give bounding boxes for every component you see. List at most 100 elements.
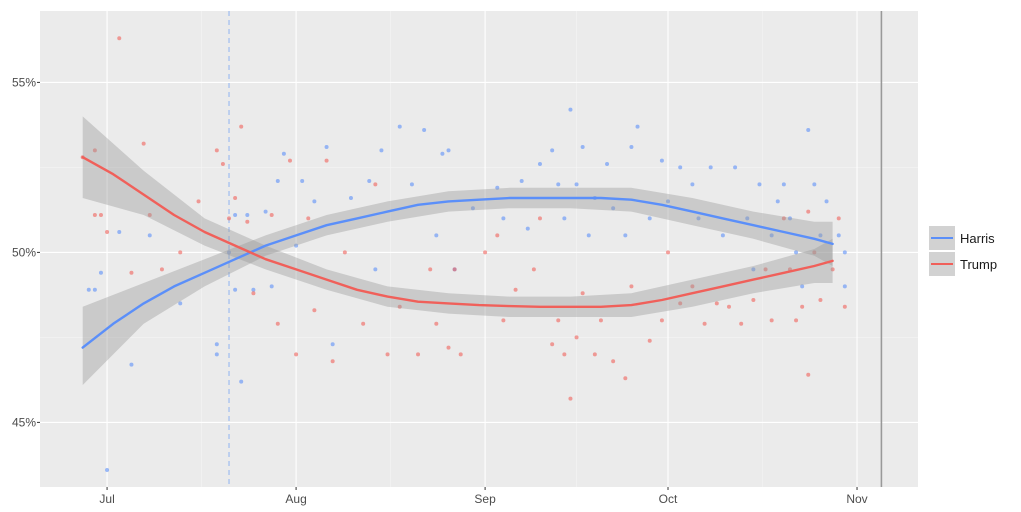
harris-poll-point <box>117 230 122 234</box>
trump-poll-point <box>312 308 317 313</box>
trump-poll-point <box>342 250 347 255</box>
grid-major <box>40 11 918 487</box>
harris-poll-point <box>92 287 97 292</box>
harris-poll-point <box>812 182 817 187</box>
harris-poll-point <box>446 148 451 153</box>
harris-poll-point <box>818 233 823 238</box>
trump-poll-point <box>214 148 219 153</box>
harris-poll-point <box>379 148 384 153</box>
harris-poll-point <box>525 226 530 231</box>
trump-poll-point <box>227 216 232 221</box>
harris-poll-point <box>635 124 640 129</box>
harris-poll-point <box>623 233 628 238</box>
trump-poll-point <box>483 250 488 255</box>
trump-poll-point <box>794 318 799 323</box>
harris-poll-point <box>324 145 329 149</box>
harris-poll-point <box>562 216 567 221</box>
harris-poll-point <box>214 342 219 347</box>
harris-poll-point <box>239 379 244 384</box>
harris-poll-point <box>147 233 152 238</box>
harris-poll-point <box>470 206 475 211</box>
legend-label-trump: Trump <box>960 257 997 272</box>
trump-poll-point <box>806 209 811 214</box>
harris-poll-point <box>842 250 847 255</box>
harris-poll-point <box>281 151 286 156</box>
trump-poll-point <box>458 352 463 357</box>
harris-poll-point <box>696 216 701 221</box>
trump-poll-point <box>251 291 256 296</box>
harris-poll-point <box>775 199 780 204</box>
trump-poll-point <box>842 304 847 309</box>
harris-poll-point <box>227 250 232 255</box>
trump-poll-point <box>836 216 841 221</box>
trump-poll-point <box>178 250 183 255</box>
trump-poll-point <box>781 216 786 221</box>
harris-poll-point <box>440 151 445 156</box>
trump-poll-point <box>800 304 805 309</box>
trump-poll-point <box>385 352 390 357</box>
trump-poll-point <box>678 301 683 306</box>
trump-poll-point <box>105 230 110 234</box>
harris-confidence-band <box>82 187 833 385</box>
trump-poll-point <box>239 124 244 129</box>
trump-poll-point <box>397 304 402 309</box>
harris-poll-point <box>806 128 811 132</box>
harris-poll-point <box>495 185 500 190</box>
trump-poll-point <box>812 250 817 255</box>
harris-poll-point <box>574 182 579 187</box>
trump-poll-point <box>117 36 122 41</box>
harris-poll-point <box>233 287 238 292</box>
trump-poll-point <box>739 321 744 326</box>
harris-trend-line <box>81 196 834 349</box>
harris-poll-point <box>781 182 786 187</box>
trump-poll-point <box>196 199 201 204</box>
harris-poll-point <box>330 342 335 347</box>
x-tick-label: Nov <box>846 492 867 506</box>
trump-poll-point <box>702 321 707 326</box>
trump-poll-point <box>245 219 250 224</box>
harris-poll-point <box>757 182 762 187</box>
trump-poll-point <box>726 304 731 309</box>
trump-poll-point <box>598 318 603 323</box>
y-tick-label: 55% <box>12 75 36 89</box>
trump-poll-point <box>562 352 567 357</box>
harris-poll-point <box>629 145 634 149</box>
harris-poll-point <box>294 243 299 248</box>
trump-poll-point <box>592 352 597 357</box>
trump-poll-point <box>531 267 536 272</box>
x-tick-label: Aug <box>285 492 306 506</box>
trump-poll-point <box>159 267 164 272</box>
legend: Harris Trump <box>929 226 997 276</box>
trump-poll-point <box>428 267 433 272</box>
harris-poll-point <box>751 267 756 272</box>
trump-poll-point <box>92 148 97 153</box>
trump-poll-point <box>220 162 225 166</box>
trump-poll-point <box>830 267 835 272</box>
harris-poll-point <box>434 233 439 238</box>
harris-poll-point <box>666 199 671 204</box>
trump-poll-point <box>373 182 378 187</box>
harris-poll-point <box>245 213 250 217</box>
harris-poll-point <box>86 287 91 292</box>
trump-poll-point <box>129 270 134 275</box>
trump-poll-point <box>763 267 768 272</box>
trump-poll-point <box>275 321 280 326</box>
trump-poll-point <box>647 338 652 343</box>
harris-poll-point <box>98 270 103 275</box>
y-axis: 45% 50% 55% <box>12 75 40 429</box>
points-layer <box>80 36 847 472</box>
trump-poll-point <box>629 284 634 289</box>
x-tick-label: Jul <box>99 492 114 506</box>
harris-poll-point <box>745 216 750 221</box>
trump-poll-point <box>556 318 561 323</box>
trump-poll-point <box>537 216 542 221</box>
harris-poll-point <box>708 165 713 170</box>
harris-poll-point <box>800 284 805 289</box>
trump-poll-point <box>92 213 97 217</box>
trump-poll-point <box>324 158 329 163</box>
harris-poll-point <box>233 213 238 217</box>
harris-poll-point <box>690 182 695 187</box>
trump-poll-point <box>659 318 664 323</box>
trump-poll-point <box>568 396 573 401</box>
